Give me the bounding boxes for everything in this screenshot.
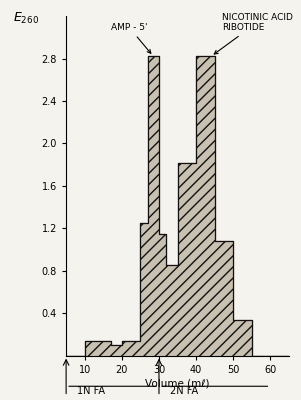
Text: 1N FA: 1N FA bbox=[77, 386, 105, 396]
X-axis label: Volume (mℓ): Volume (mℓ) bbox=[145, 379, 210, 389]
Text: NICOTINIC ACID
RIBOTIDE: NICOTINIC ACID RIBOTIDE bbox=[214, 12, 293, 54]
Text: AMP - 5': AMP - 5' bbox=[111, 23, 151, 53]
Polygon shape bbox=[66, 56, 289, 356]
Y-axis label: $E_{260}$: $E_{260}$ bbox=[13, 11, 39, 26]
Text: 2N FA: 2N FA bbox=[170, 386, 198, 396]
